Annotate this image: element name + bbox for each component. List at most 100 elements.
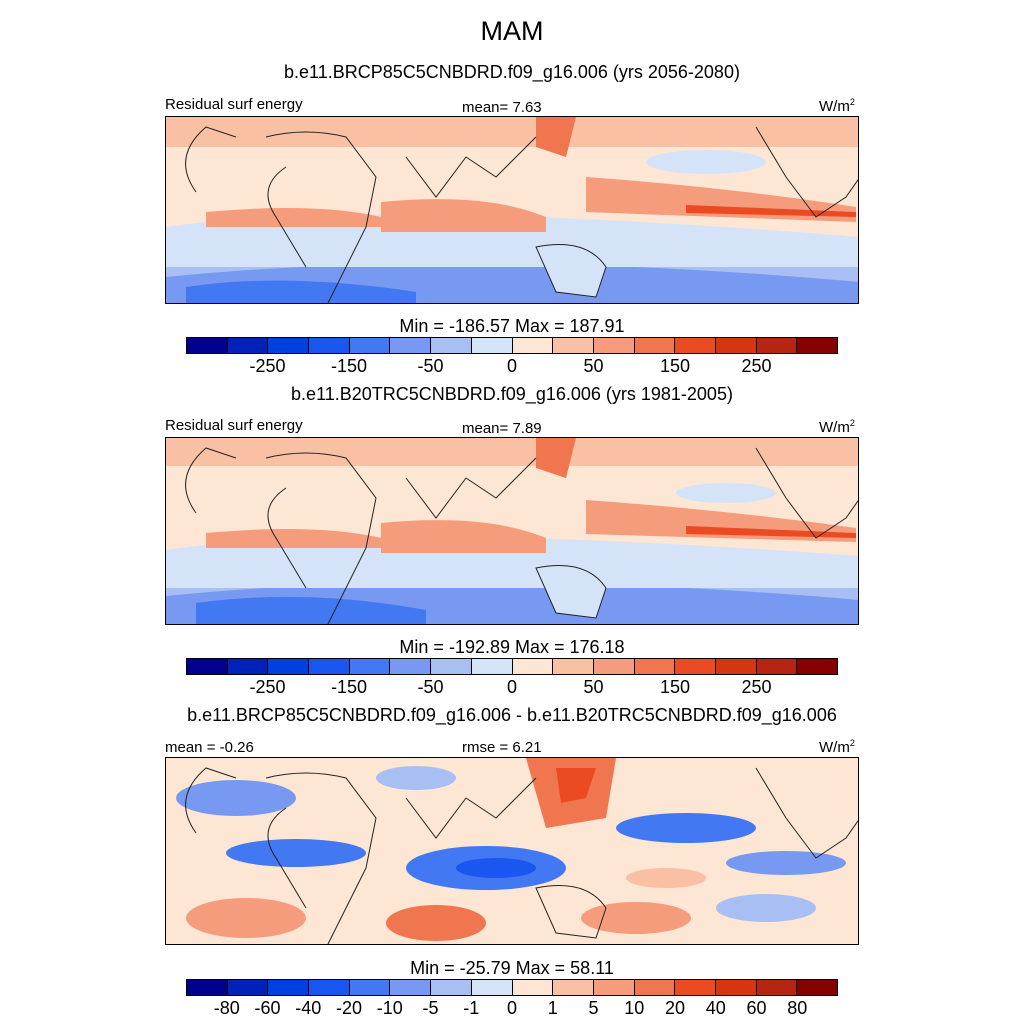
colorbar-swatch: [634, 659, 676, 674]
panel-2-map-svg: [166, 438, 858, 624]
colorbar-swatch: [187, 659, 228, 674]
panel-3-rmse-label: rmse = 6.21: [462, 739, 542, 756]
panel-2-variable-label: Residual surf energy: [165, 417, 303, 434]
colorbar-swatch: [797, 980, 837, 995]
colorbar-swatch: [390, 659, 432, 674]
colorbar-tick-label: 40: [705, 998, 726, 1018]
colorbar-swatch: [756, 338, 798, 353]
colorbar-tick-label: 80: [787, 998, 808, 1018]
panel-3-min-max: Min = -25.79 Max = 58.11: [410, 958, 614, 978]
colorbar-tick-label: 10: [624, 998, 645, 1018]
colorbar-swatch: [512, 659, 554, 674]
colorbar-tick-label: -20: [335, 998, 363, 1018]
colorbar-swatch: [268, 659, 310, 674]
colorbar-swatch: [268, 338, 310, 353]
colorbar-swatch: [675, 338, 716, 353]
colorbar-tick-label: -10: [376, 998, 403, 1018]
colorbar-swatch: [675, 980, 716, 995]
colorbar-swatch: [309, 338, 350, 353]
colorbar-tick-label: -50: [417, 677, 444, 697]
colorbar-swatch: [227, 338, 269, 353]
colorbar-tick-label: 50: [583, 677, 604, 697]
colorbar-tick-label: -150: [330, 677, 368, 697]
colorbar-swatch: [797, 659, 837, 674]
colorbar-tick-label: 250: [741, 356, 772, 376]
colorbar-tick-label: -80: [213, 998, 240, 1018]
colorbar-swatch: [471, 659, 513, 674]
colorbar-swatch: [227, 980, 269, 995]
colorbar-swatch: [187, 338, 228, 353]
panel-3-mean-label: mean = -0.26: [165, 739, 254, 756]
panel-3-map: [165, 757, 859, 945]
colorbar-tick-label: -1: [463, 998, 480, 1018]
colorbar-swatch: [756, 980, 798, 995]
colorbar-tick-label: 50: [583, 356, 604, 376]
colorbar-swatch: [431, 980, 472, 995]
panel-2-colorbar: [186, 658, 838, 675]
panel-2-map: [165, 437, 859, 625]
colorbar-swatch: [471, 338, 513, 353]
colorbar-swatch: [634, 980, 676, 995]
colorbar-tick-label: 0: [506, 998, 518, 1018]
colorbar-tick-label: -150: [330, 356, 368, 376]
colorbar-swatch: [593, 980, 635, 995]
panel-3-map-svg: [166, 758, 858, 944]
colorbar-tick-label: -5: [422, 998, 439, 1018]
colorbar-tick-label: -250: [249, 356, 286, 376]
panel-1-map-svg: [166, 117, 858, 303]
panel-2-mean-label: mean= 7.89: [462, 420, 542, 437]
colorbar-swatch: [431, 659, 472, 674]
colorbar-swatch: [512, 338, 554, 353]
colorbar-swatch: [471, 980, 513, 995]
colorbar-tick-label: 0: [506, 356, 518, 376]
panel-3-units: W/m2: [819, 738, 855, 756]
colorbar-swatch: [349, 338, 391, 353]
figure-title: MAM: [480, 16, 544, 46]
colorbar-swatch: [715, 338, 757, 353]
colorbar-swatch: [553, 980, 594, 995]
panel-3-colorbar-ticks: -80 -60 -40 -20 -10 -5 -1 0 1 5 10 20 40 60 80: [186, 998, 838, 1020]
panel-1-colorbar-ticks: -250 -150 -50 0 50 150 250: [186, 356, 838, 378]
colorbar-swatch: [390, 338, 432, 353]
panel-1-case-title: b.e11.BRCP85C5CNBDRD.f09_g16.006 (yrs 20…: [284, 62, 740, 82]
panel-1-min-max: Min = -186.57 Max = 187.91: [399, 316, 625, 336]
colorbar-swatch: [553, 659, 594, 674]
panel-2-units: W/m2: [819, 418, 855, 436]
colorbar-swatch: [593, 338, 635, 353]
colorbar-tick-label: 5: [588, 998, 599, 1018]
panel-3-case-title: b.e11.BRCP85C5CNBDRD.f09_g16.006 - b.e11…: [187, 705, 837, 725]
panel-1-colorbar: [186, 337, 838, 354]
colorbar-swatch: [634, 338, 676, 353]
colorbar-swatch: [187, 980, 228, 995]
panel-1-units: W/m2: [819, 97, 855, 115]
panel-2-colorbar-ticks: -250 -150 -50 0 50 150 250: [186, 677, 838, 699]
colorbar-swatch: [349, 659, 391, 674]
colorbar-tick-label: -50: [417, 356, 444, 376]
colorbar-swatch: [756, 659, 798, 674]
colorbar-swatch: [715, 980, 757, 995]
panel-1-variable-label: Residual surf energy: [165, 96, 303, 113]
colorbar-swatch: [512, 980, 554, 995]
colorbar-swatch: [349, 980, 391, 995]
panel-2-min-max: Min = -192.89 Max = 176.18: [399, 637, 625, 657]
colorbar-swatch: [675, 659, 716, 674]
colorbar-tick-label: 0: [506, 677, 518, 697]
colorbar-swatch: [797, 338, 837, 353]
colorbar-tick-label: -40: [295, 998, 322, 1018]
colorbar-tick-label: 150: [659, 356, 691, 376]
panel-3-colorbar: [186, 979, 838, 996]
colorbar-tick-label: 1: [547, 998, 558, 1018]
colorbar-tick-label: 20: [664, 998, 686, 1018]
colorbar-swatch: [553, 338, 594, 353]
panel-1-map: [165, 116, 859, 304]
colorbar-swatch: [309, 980, 350, 995]
colorbar-swatch: [390, 980, 432, 995]
colorbar-swatch: [715, 659, 757, 674]
colorbar-swatch: [593, 659, 635, 674]
colorbar-swatch: [268, 980, 310, 995]
colorbar-tick-label: 250: [741, 677, 772, 697]
colorbar-swatch: [309, 659, 350, 674]
colorbar-tick-label: -250: [249, 677, 286, 697]
colorbar-swatch: [227, 659, 269, 674]
colorbar-tick-label: -60: [254, 998, 281, 1018]
